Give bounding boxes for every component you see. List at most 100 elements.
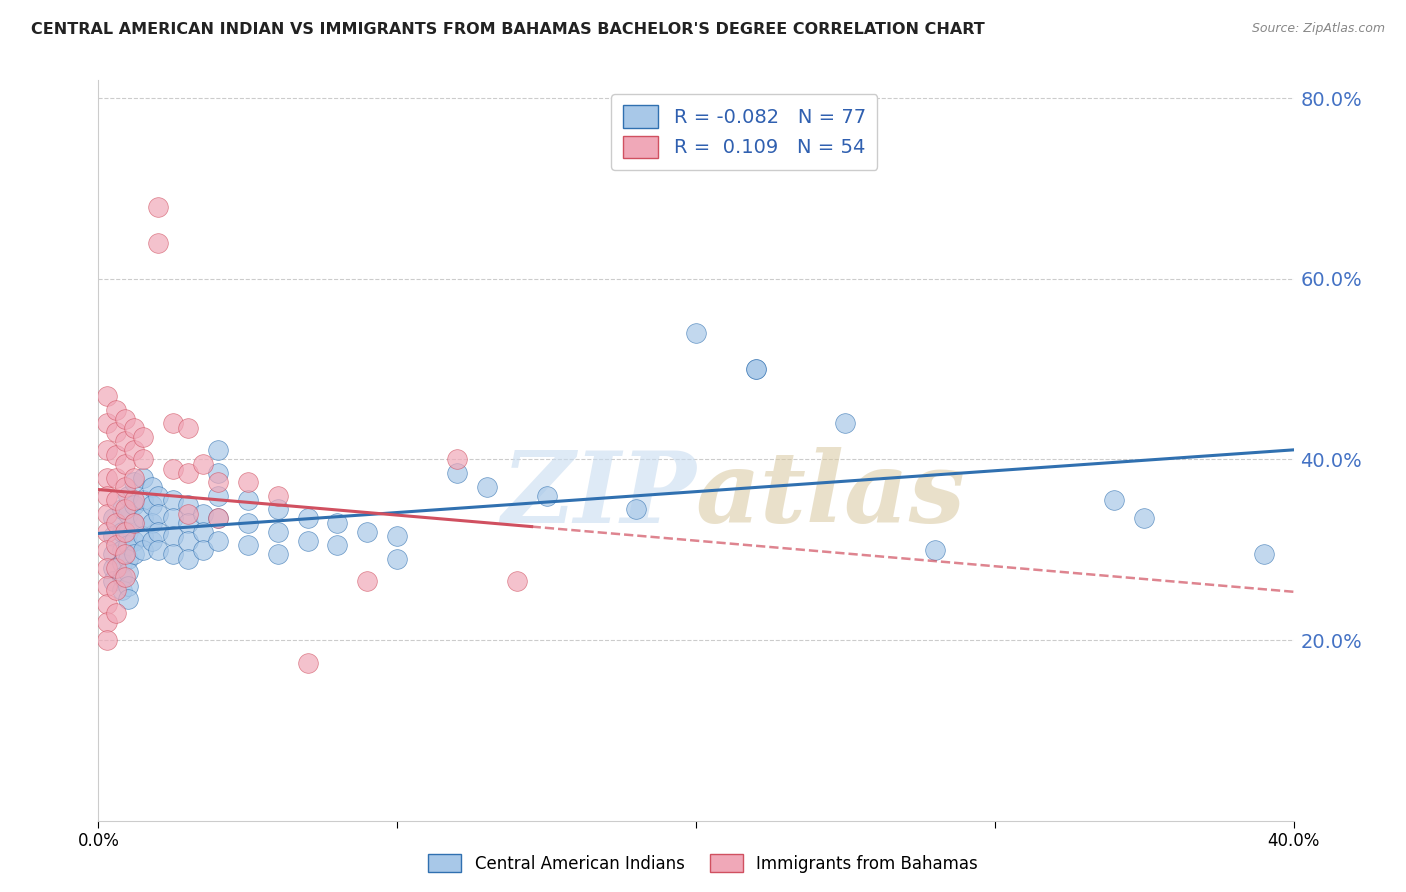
Point	[191, 507, 214, 521]
Point	[162, 547, 184, 561]
Point	[124, 516, 146, 530]
Point	[105, 402, 128, 417]
Point	[207, 533, 229, 548]
Point	[111, 542, 134, 557]
Point	[96, 489, 118, 503]
Point	[536, 489, 558, 503]
Point	[117, 566, 139, 580]
Point	[236, 516, 259, 530]
Point	[96, 542, 118, 557]
Point	[297, 511, 319, 525]
Point	[177, 516, 200, 530]
Point	[117, 489, 139, 503]
Point	[207, 489, 229, 503]
Point	[114, 502, 136, 516]
Point	[191, 524, 214, 539]
Point	[103, 511, 125, 525]
Legend: Central American Indians, Immigrants from Bahamas: Central American Indians, Immigrants fro…	[422, 847, 984, 880]
Point	[141, 498, 163, 512]
Point	[114, 479, 136, 493]
Point	[446, 466, 468, 480]
Point	[506, 574, 529, 589]
Point	[105, 448, 128, 462]
Point	[105, 583, 128, 598]
Point	[162, 417, 184, 431]
Point	[267, 502, 290, 516]
Point	[96, 633, 118, 648]
Point	[105, 516, 128, 530]
Point	[207, 511, 229, 525]
Point	[207, 511, 229, 525]
Point	[105, 425, 128, 440]
Point	[105, 493, 128, 508]
Point	[162, 493, 184, 508]
Point	[177, 551, 200, 566]
Point	[626, 502, 648, 516]
Point	[96, 615, 118, 629]
Point	[124, 475, 146, 489]
Point	[105, 606, 128, 620]
Point	[117, 551, 139, 566]
Point	[191, 457, 214, 471]
Point	[132, 542, 155, 557]
Point	[114, 434, 136, 449]
Point	[105, 561, 128, 575]
Point	[177, 466, 200, 480]
Point	[103, 547, 125, 561]
Text: ZIP: ZIP	[501, 447, 696, 543]
Point	[326, 516, 349, 530]
Point	[148, 524, 170, 539]
Point	[177, 533, 200, 548]
Point	[297, 656, 319, 670]
Point	[834, 417, 856, 431]
Text: Source: ZipAtlas.com: Source: ZipAtlas.com	[1251, 22, 1385, 36]
Point	[207, 475, 229, 489]
Point	[141, 479, 163, 493]
Point	[96, 417, 118, 431]
Point	[267, 524, 290, 539]
Point	[162, 511, 184, 525]
Point	[446, 452, 468, 467]
Text: atlas: atlas	[696, 447, 966, 543]
Point	[1253, 547, 1275, 561]
Point	[356, 524, 378, 539]
Point	[117, 592, 139, 607]
Point	[236, 493, 259, 508]
Point	[162, 529, 184, 543]
Point	[141, 533, 163, 548]
Text: CENTRAL AMERICAN INDIAN VS IMMIGRANTS FROM BAHAMAS BACHELOR'S DEGREE CORRELATION: CENTRAL AMERICAN INDIAN VS IMMIGRANTS FR…	[31, 22, 984, 37]
Point	[191, 542, 214, 557]
Point	[297, 533, 319, 548]
Point	[141, 516, 163, 530]
Legend: R = -0.082   N = 77, R =  0.109   N = 54: R = -0.082 N = 77, R = 0.109 N = 54	[612, 94, 877, 169]
Point	[103, 561, 125, 575]
Point	[326, 538, 349, 552]
Point	[162, 461, 184, 475]
Point	[114, 547, 136, 561]
Point	[114, 570, 136, 584]
Point	[114, 524, 136, 539]
Point	[385, 529, 409, 543]
Point	[105, 538, 128, 552]
Point	[117, 524, 139, 539]
Point	[96, 443, 118, 458]
Point	[124, 547, 146, 561]
Point	[103, 529, 125, 543]
Point	[132, 511, 155, 525]
Point	[267, 547, 290, 561]
Point	[103, 574, 125, 589]
Point	[111, 524, 134, 539]
Point	[745, 362, 768, 376]
Point	[236, 475, 259, 489]
Point	[207, 466, 229, 480]
Point	[148, 200, 170, 214]
Point	[132, 529, 155, 543]
Point	[117, 538, 139, 552]
Point	[148, 489, 170, 503]
Point	[96, 470, 118, 484]
Point	[114, 412, 136, 426]
Point	[207, 443, 229, 458]
Point	[96, 561, 118, 575]
Point	[177, 507, 200, 521]
Point	[124, 533, 146, 548]
